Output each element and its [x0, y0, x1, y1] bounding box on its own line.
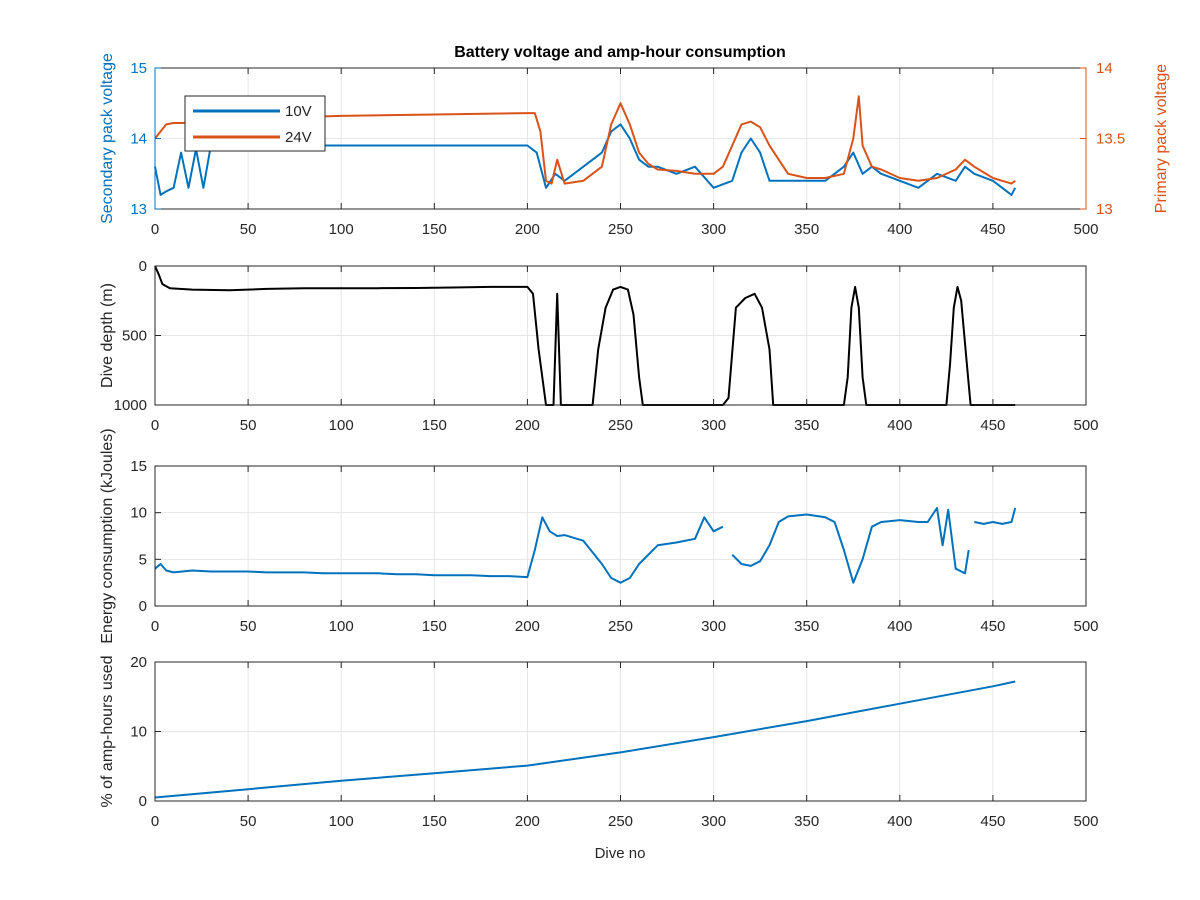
- y-tick-label: 20: [130, 654, 147, 671]
- x-tick-label: 300: [701, 417, 726, 434]
- y2-tick-label: 14: [1096, 60, 1113, 77]
- x-tick-label: 450: [980, 221, 1005, 238]
- y-tick-label: 0: [139, 258, 147, 275]
- y2-axis-label: Primary pack voltage: [1153, 64, 1170, 213]
- series-line-segment-1: [154, 516, 724, 584]
- x-tick-label: 100: [329, 813, 354, 830]
- y-tick-label: 0: [139, 598, 147, 615]
- x-tick-label: 0: [151, 417, 159, 434]
- series-line-segment-2: [731, 507, 970, 584]
- x-tick-label: 150: [422, 221, 447, 238]
- chart-panel-2: 0 50 100 150 200 250 300 350 400 450 500 0 500 1000 Di…: [99, 258, 1099, 434]
- x-tick-label: 350: [794, 618, 819, 635]
- x-tick-label: 350: [794, 813, 819, 830]
- x-tick-label: 200: [515, 417, 540, 434]
- legend: 10V 24V: [184, 95, 326, 152]
- x-tick-label: 350: [794, 417, 819, 434]
- x-tick-label: 300: [701, 813, 726, 830]
- x-tick-label: 400: [887, 618, 912, 635]
- x-tick-label: 300: [701, 221, 726, 238]
- x-tick-label: 0: [151, 221, 159, 238]
- x-tick-label: 100: [329, 417, 354, 434]
- y-axis-label: Dive depth (m): [99, 283, 116, 388]
- x-tick-label: 250: [608, 417, 633, 434]
- chart-panel-4: 0 50 100 150 200 250 300 350 400 450 500 0 10 20 % of …: [99, 654, 1099, 830]
- x-tick-label: 450: [980, 813, 1005, 830]
- chart-panel-3: 0 50 100 150 200 250 300 350 400 450 500 0 5 10 15 Ener…: [99, 428, 1099, 643]
- x-tick-label: 400: [887, 417, 912, 434]
- x-tick-label: 50: [240, 221, 257, 238]
- x-tick-label: 200: [515, 221, 540, 238]
- y-axis-label: Secondary pack voltage: [99, 53, 116, 224]
- x-tick-label: 450: [980, 417, 1005, 434]
- x-tick-label: 0: [151, 618, 159, 635]
- x-tick-label: 100: [329, 221, 354, 238]
- y-tick-label: 15: [130, 60, 147, 77]
- x-tick-label: 500: [1073, 417, 1098, 434]
- x-tick-label: 500: [1073, 221, 1098, 238]
- y-tick-label: 0: [139, 793, 147, 810]
- x-axis-label: Dive no: [595, 845, 646, 862]
- x-tick-label: 400: [887, 221, 912, 238]
- x-tick-label: 500: [1073, 618, 1098, 635]
- y-tick-label: 10: [130, 505, 147, 522]
- x-tick-label: 400: [887, 813, 912, 830]
- series-line: [154, 680, 1016, 799]
- x-tick-label: 150: [422, 417, 447, 434]
- x-tick-label: 450: [980, 618, 1005, 635]
- x-tick-label: 150: [422, 618, 447, 635]
- figure-title: Battery voltage and amp-hour consumption: [454, 44, 786, 61]
- x-tick-label: 250: [608, 618, 633, 635]
- y-tick-label: 15: [130, 458, 147, 475]
- x-tick-label: 200: [515, 618, 540, 635]
- x-tick-label: 100: [329, 618, 354, 635]
- x-tick-label: 50: [240, 417, 257, 434]
- y-tick-label: 13: [130, 201, 147, 218]
- chart-panel-1: 0 50 100 150 200 250 300 350 400 450 500 13 14 15 13 13…: [99, 53, 1170, 238]
- y-tick-label: 5: [139, 551, 147, 568]
- x-tick-label: 250: [608, 221, 633, 238]
- y-tick-label: 14: [130, 131, 147, 148]
- x-tick-label: 500: [1073, 813, 1098, 830]
- series-line-24V: [154, 95, 1016, 185]
- y-tick-label: 500: [122, 328, 147, 345]
- x-tick-label: 0: [151, 813, 159, 830]
- x-tick-label: 50: [240, 813, 257, 830]
- x-tick-label: 200: [515, 813, 540, 830]
- legend-box: [184, 95, 326, 152]
- plots-container: 0 50 100 150 200 250 300 350 400 450 5001314151313…: [99, 53, 1170, 830]
- x-tick-label: 350: [794, 221, 819, 238]
- legend-label-24V: 24V: [285, 129, 312, 146]
- x-tick-label: 250: [608, 813, 633, 830]
- x-tick-label: 150: [422, 813, 447, 830]
- y-axis-label: % of amp-hours used: [99, 655, 116, 807]
- y2-tick-label: 13.5: [1096, 131, 1125, 148]
- x-tick-label: 300: [701, 618, 726, 635]
- y-axis-label: Energy consumption (kJoules): [99, 428, 116, 643]
- y-tick-label: 1000: [114, 397, 147, 414]
- legend-label-10V: 10V: [285, 103, 312, 120]
- y-tick-label: 10: [130, 724, 147, 741]
- x-tick-label: 50: [240, 618, 257, 635]
- y2-tick-label: 13: [1096, 201, 1113, 218]
- series-line-segment-3: [974, 507, 1017, 525]
